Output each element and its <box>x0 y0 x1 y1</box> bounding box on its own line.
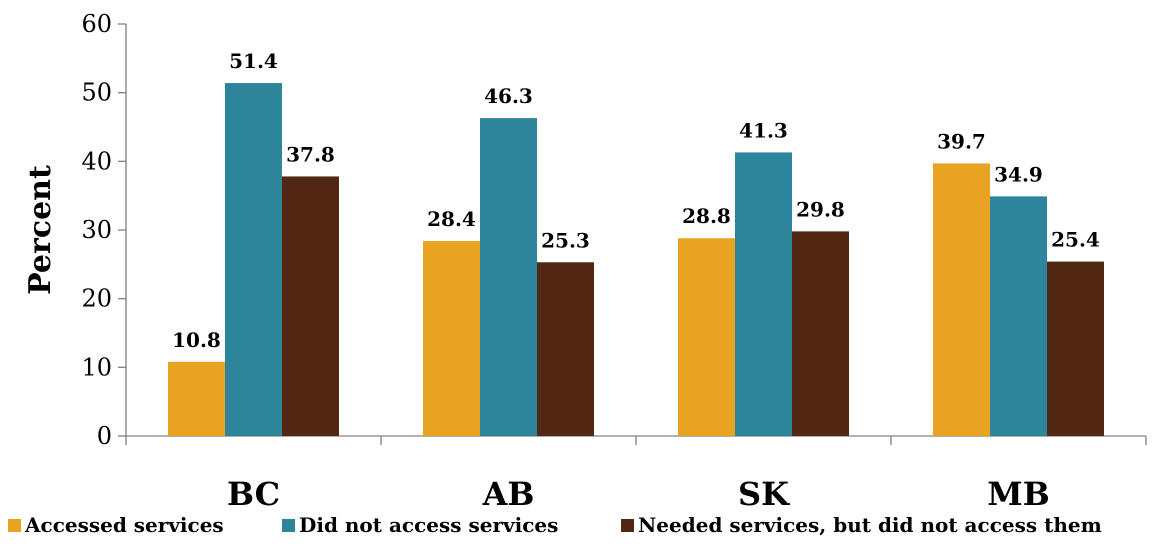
legend-swatch <box>8 519 21 532</box>
data-label: 41.3 <box>739 118 788 142</box>
data-labels: 10.8 51.4 37.8 28.4 46.3 25.3 28.8 41.3 29.8 39.7… <box>172 49 1100 352</box>
data-label: 39.7 <box>937 129 986 153</box>
data-label: 51.4 <box>229 49 278 73</box>
y-tick-label: 40 <box>81 147 112 175</box>
y-tick-label: 10 <box>81 353 112 381</box>
bars <box>168 83 1104 437</box>
bar <box>537 262 594 436</box>
bar <box>990 196 1047 436</box>
bar <box>168 361 225 436</box>
data-label: 29.8 <box>796 197 845 221</box>
bar <box>225 83 282 436</box>
data-label: 46.3 <box>484 84 533 108</box>
data-label: 34.9 <box>994 162 1043 186</box>
y-tick-label: 60 <box>81 10 112 38</box>
bar <box>423 240 480 436</box>
legend-label: Needed services, but did not access them <box>638 513 1102 537</box>
legend-swatch <box>621 519 634 532</box>
y-tick-label: 50 <box>81 79 112 107</box>
y-tick-label: 30 <box>81 216 112 244</box>
y-tick-label: 0 <box>97 422 112 450</box>
bar <box>282 176 339 436</box>
x-tick-label: BC <box>227 475 280 513</box>
data-label: 37.8 <box>286 142 335 166</box>
data-label: 25.3 <box>541 228 590 252</box>
y-axis-title: Percent <box>23 165 58 295</box>
bar <box>1047 261 1104 436</box>
bar <box>735 152 792 436</box>
bar <box>480 118 537 436</box>
legend-label: Accessed services <box>24 513 224 537</box>
legend-label: Did not access services <box>299 513 558 537</box>
data-label: 28.8 <box>682 204 731 228</box>
bar <box>792 231 849 436</box>
axes: 0 10 20 30 40 50 60 BC AB SK MB Percent <box>23 10 1147 513</box>
data-label: 10.8 <box>172 328 221 352</box>
legend-swatch <box>282 519 295 532</box>
bar <box>678 238 735 436</box>
bar <box>933 163 990 437</box>
x-tick-label: SK <box>738 475 790 513</box>
y-tick-label: 20 <box>81 285 112 313</box>
data-label: 25.4 <box>1051 228 1100 252</box>
data-label: 28.4 <box>427 207 476 231</box>
x-tick-label: AB <box>482 475 535 513</box>
legend: Accessed services Did not access services… <box>8 513 1102 537</box>
x-tick-label: MB <box>987 475 1049 513</box>
